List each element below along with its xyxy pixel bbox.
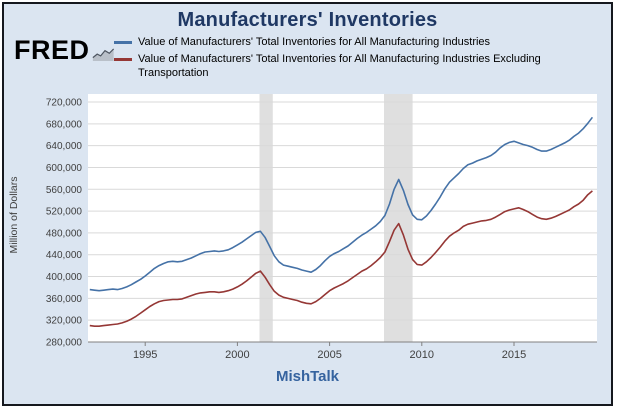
y-tick-label: 440,000 [46,250,83,261]
legend-label-ex-transportation: Value of Manufacturers' Total Inventorie… [138,52,541,80]
chart-frame: Manufacturers' Inventories FRED Value of… [2,2,613,406]
x-tick-label: 1995 [133,349,157,361]
legend-label-total: Value of Manufacturers' Total Inventorie… [138,36,491,48]
recession-band [259,93,273,342]
series-line-0 [89,116,594,292]
y-axis-title: Million of Dollars [8,176,20,254]
source-label: MishTalk [275,367,340,385]
page-title: Manufacturers' Inventories [177,9,438,31]
chart-area: Million of Dollars 280,000 320,000 360,000… [4,88,611,366]
fred-logo: FRED [14,37,114,64]
y-tick-label: 600,000 [46,163,83,174]
y-tick-label: 320,000 [46,315,83,326]
legend-swatch-ex-transportation [114,57,132,61]
fred-sparkline-icon [91,48,114,61]
y-tick-label: 560,000 [46,184,83,195]
y-tick-label: 280,000 [46,337,83,348]
y-tick-label: 400,000 [46,272,83,283]
legend-item-total: Value of Manufacturers' Total Inventorie… [114,35,572,50]
y-tick-label: 360,000 [46,293,83,304]
fred-logo-text: FRED [14,35,90,65]
y-tick-label: 520,000 [46,206,83,217]
x-tick-label: 2010 [410,349,434,361]
series-line-1 [89,189,593,327]
inventories-chart: 280,000 320,000 360,000 400,000 440,000 480,0… [46,93,597,361]
x-tick-label: 2015 [502,349,526,361]
legend: Value of Manufacturers' Total Inventorie… [114,35,572,83]
legend-item-ex-transportation: Value of Manufacturers' Total Inventorie… [114,52,572,81]
recession-band [384,93,413,342]
y-tick-label: 640,000 [46,141,83,152]
header-row: FRED Value of Manufacturers' Total Inven… [14,35,611,83]
plot-area [88,93,597,342]
x-tick-label: 2005 [317,349,341,361]
y-tick-label: 720,000 [46,97,83,108]
legend-swatch-total [114,41,132,44]
x-tick-label: 2000 [225,349,249,361]
y-tick-label: 680,000 [46,119,83,130]
y-tick-label: 480,000 [46,228,83,239]
